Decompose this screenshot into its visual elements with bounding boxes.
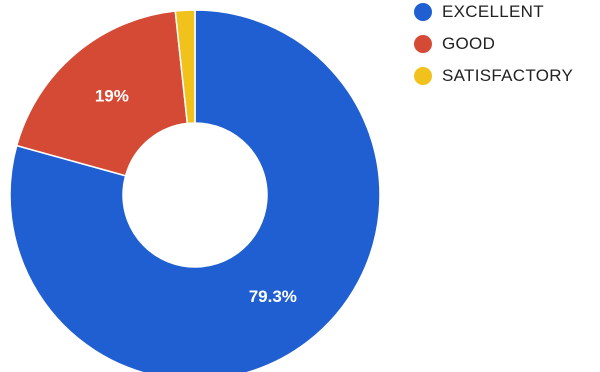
donut-chart: 79.3% 19%: [0, 0, 400, 372]
legend-item-excellent: EXCELLENT: [414, 0, 600, 28]
data-label-good: 19%: [95, 87, 129, 106]
legend-item-good: GOOD: [414, 28, 600, 60]
legend-label-excellent: EXCELLENT: [442, 2, 544, 22]
legend-swatch-satisfactory: [414, 67, 432, 85]
legend-swatch-excellent: [414, 3, 432, 21]
legend-item-satisfactory: SATISFACTORY: [414, 60, 600, 92]
legend-label-good: GOOD: [442, 34, 495, 54]
legend-label-satisfactory: SATISFACTORY: [442, 66, 573, 86]
chart-legend: EXCELLENT GOOD SATISFACTORY: [414, 0, 600, 92]
legend-swatch-good: [414, 35, 432, 53]
data-label-excellent: 79.3%: [249, 287, 297, 306]
